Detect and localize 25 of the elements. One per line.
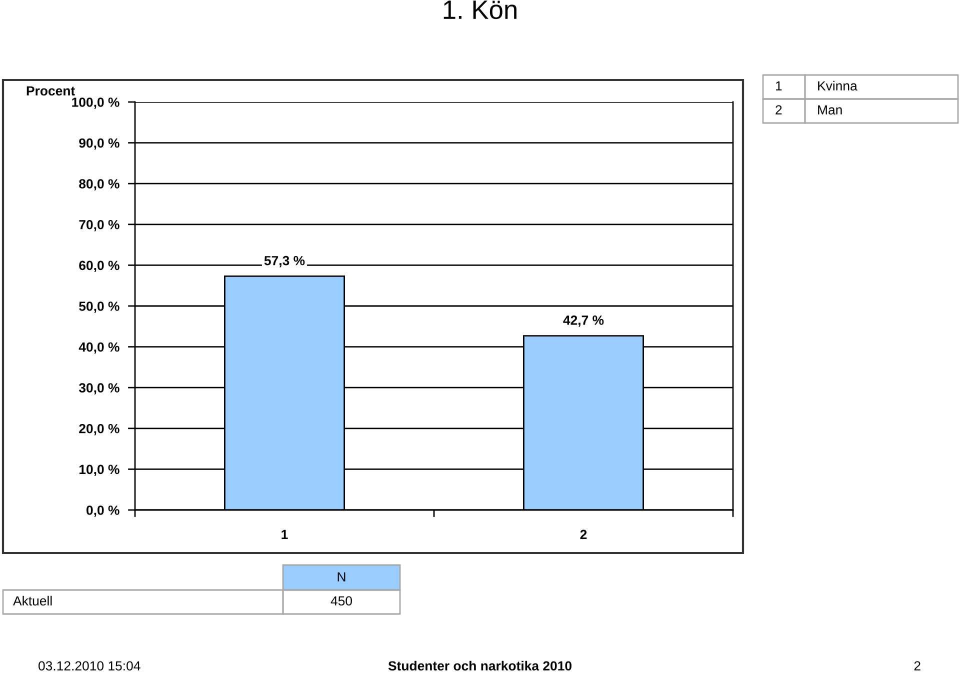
y-tick-label: 10,0 % bbox=[79, 464, 120, 476]
text: 2 bbox=[776, 105, 782, 114]
y-tick-label: 20,0 % bbox=[79, 424, 120, 436]
y-tick-label: 100,0 % bbox=[72, 98, 120, 109]
y-tick-label: 80,0 % bbox=[79, 179, 120, 190]
text: 03.12.2010 15:04 bbox=[38, 661, 140, 671]
y-tick-label: 0,0 % bbox=[86, 506, 120, 517]
text: 2 bbox=[914, 661, 920, 670]
y-axis-title: Procent bbox=[26, 86, 75, 96]
text: Man bbox=[818, 105, 842, 115]
text: Studenter och narkotika 2010 bbox=[388, 660, 572, 671]
text: Kvinna bbox=[818, 80, 858, 91]
y-tick-label: 70,0 % bbox=[79, 220, 120, 232]
y-tick-label: 90,0 % bbox=[79, 138, 120, 150]
y-tick-label: 30,0 % bbox=[78, 383, 120, 394]
text: 450 bbox=[330, 596, 352, 606]
text: N bbox=[338, 572, 346, 582]
y-tick-label: 40,0 % bbox=[78, 342, 120, 354]
y-tick-label: 50,0 % bbox=[79, 302, 120, 313]
data-label: 57,3 % bbox=[264, 256, 305, 268]
text: 1 bbox=[776, 81, 782, 90]
data-label: 42,7 % bbox=[563, 316, 604, 327]
y-tick-label: 60,0 % bbox=[79, 260, 120, 272]
text: Aktuell bbox=[13, 596, 52, 606]
chart-title: 1. Kön bbox=[444, 0, 516, 20]
